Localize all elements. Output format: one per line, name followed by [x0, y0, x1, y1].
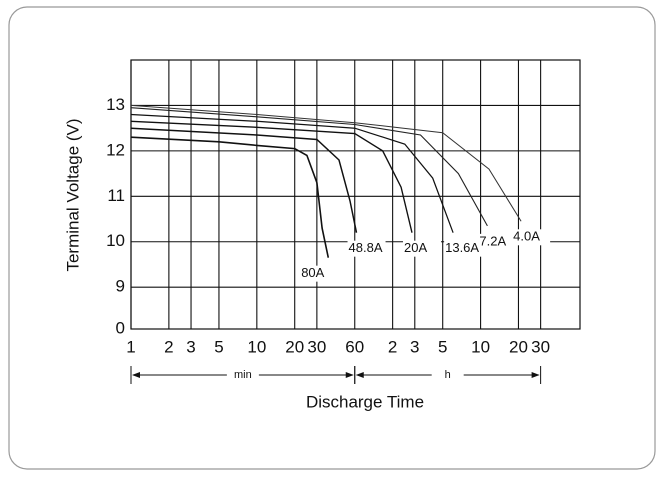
y-tick-label: 9	[116, 277, 125, 296]
frame	[8, 6, 656, 470]
y-tick-label: 13	[106, 95, 125, 114]
y-tick-label: 10	[106, 231, 125, 250]
y-axis-title: Terminal Voltage (V)	[63, 118, 82, 271]
x-tick-label: 3	[410, 337, 419, 356]
x-tick-label: 2	[388, 337, 397, 356]
series-line	[130, 104, 522, 222]
x-tick-label: 1	[126, 337, 135, 356]
unit-label: min	[234, 369, 252, 381]
x-tick-label: 20	[509, 337, 528, 356]
x-tick-label: 3	[186, 337, 195, 356]
series-line	[130, 120, 413, 233]
series-label-bg	[402, 240, 441, 257]
x-tick-label: 5	[438, 337, 447, 356]
series-line	[130, 107, 488, 227]
series-label: 20A	[404, 240, 427, 255]
series-label-bg	[512, 229, 551, 246]
x-tick-label: 10	[247, 337, 266, 356]
y-tick-label: 11	[107, 186, 125, 205]
x-tick-label: 60	[345, 337, 364, 356]
series-label-bg	[298, 265, 327, 282]
series-label-bg	[444, 240, 483, 257]
series-label: 48.8A	[349, 240, 383, 255]
unit-label: h	[445, 369, 451, 381]
x-tick-label: 5	[214, 337, 223, 356]
series-line	[130, 127, 358, 233]
series-line	[130, 136, 330, 258]
series-label: 80A	[301, 265, 324, 280]
x-tick-label: 20	[285, 337, 304, 356]
series-label-bg	[347, 240, 386, 257]
x-tick-label: 30	[307, 337, 326, 356]
series-label: 13.6A	[445, 240, 479, 255]
y-tick-label: 0	[116, 318, 125, 337]
y-tick-label: 12	[106, 140, 125, 159]
x-tick-label: 30	[531, 337, 550, 356]
series-label: 4.0A	[513, 229, 540, 244]
series-line	[130, 113, 454, 233]
x-tick-label: 2	[164, 337, 173, 356]
series-label-bg	[478, 233, 517, 250]
x-tick-label: 10	[471, 337, 490, 356]
x-axis-title: Discharge Time	[306, 392, 424, 411]
series-label: 7.2A	[479, 233, 506, 248]
